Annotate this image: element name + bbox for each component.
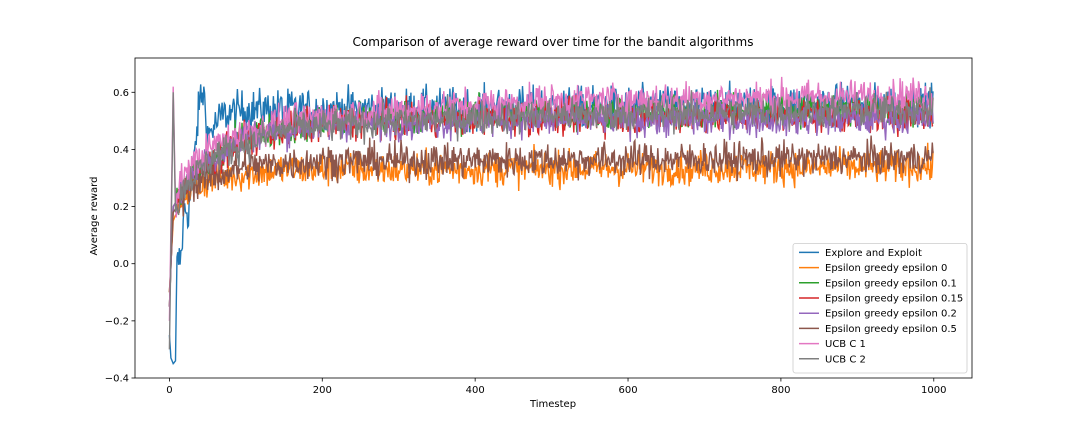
legend: Explore and Exploit Epsilon greedy epsilo…	[792, 242, 968, 374]
x-tick-label: 400	[466, 385, 485, 396]
legend-label: UCB C 2	[825, 354, 866, 365]
plot-area	[168, 76, 934, 366]
y-tick-label: 0.4	[113, 145, 129, 156]
legend-label: Explore and Exploit	[825, 248, 922, 259]
plot-frame	[134, 57, 973, 379]
x-tick-label: 0	[166, 385, 172, 396]
legend-label: Epsilon greedy epsilon 0.5	[825, 324, 957, 335]
x-tick-label: 200	[313, 385, 332, 396]
x-tick-label: 800	[771, 385, 790, 396]
chart-title: Comparison of average reward over time f…	[353, 35, 754, 49]
x-axis-title: Timestep	[529, 399, 576, 410]
y-axis-title: Average reward	[89, 177, 100, 256]
y-tick-label: 0.2	[113, 202, 129, 213]
legend-label: Epsilon greedy epsilon 0.15	[825, 294, 963, 305]
legend-label: Epsilon greedy epsilon 0	[825, 263, 947, 274]
series-line-5	[168, 135, 934, 293]
legend-box	[792, 242, 968, 374]
y-tick-label: 0.6	[113, 88, 129, 99]
axes: 0 200 400 600 800 1000 −0.4 −0.2 0.0 0.2 0.4 0.6	[105, 57, 973, 396]
legend-label: Epsilon greedy epsilon 0.2	[825, 309, 957, 320]
series-line-6	[168, 76, 934, 321]
x-tick-label: 1000	[921, 385, 946, 396]
y-tick-label: 0.0	[113, 259, 129, 270]
series-line-7	[168, 87, 934, 350]
legend-label: Epsilon greedy epsilon 0.1	[825, 278, 957, 289]
x-tick-label: 600	[618, 385, 637, 396]
y-tick-label: −0.2	[105, 316, 129, 327]
y-tick-label: −0.4	[105, 374, 129, 385]
legend-label: UCB C 1	[825, 339, 866, 350]
